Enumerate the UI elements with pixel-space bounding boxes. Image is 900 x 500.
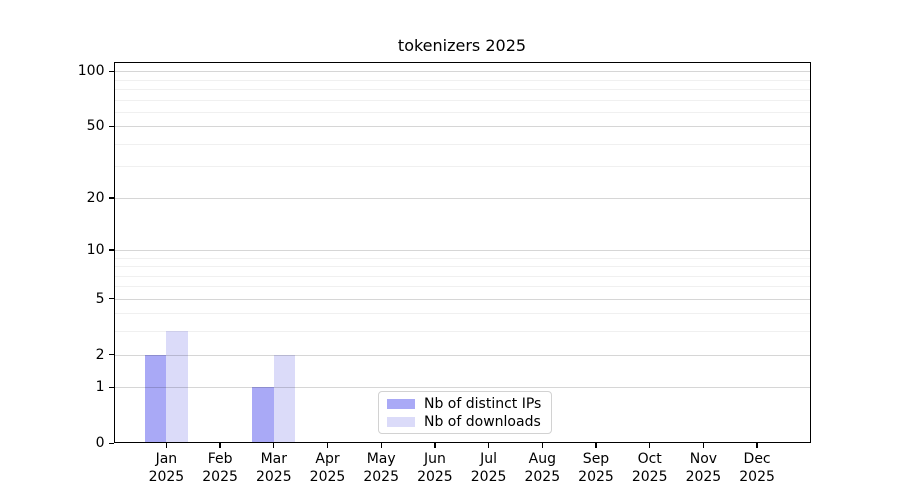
bar-downloads-mar xyxy=(273,354,296,443)
y-tick-mark-0 xyxy=(108,442,114,444)
bar-downloads-jan xyxy=(166,331,188,443)
x-tick-mark-jan xyxy=(165,443,168,448)
bar-distinct-ips-jan xyxy=(144,354,167,443)
x-tick-mark-nov xyxy=(702,443,705,448)
legend-item: Nb of distinct IPs xyxy=(387,396,541,412)
x-tick-label-jul: Jul 2025 xyxy=(470,451,507,485)
gridline-minor-y8 xyxy=(113,266,811,267)
x-tick-label-jun: Jun 2025 xyxy=(417,451,453,485)
gridline-minor-y60 xyxy=(113,111,811,113)
x-tick-label-oct: Oct 2025 xyxy=(631,451,668,485)
gridline-major-y1 xyxy=(113,387,811,389)
x-tick-mark-dec xyxy=(756,443,758,448)
gridline-minor-y7 xyxy=(113,275,811,277)
y-tick-label-5: 5 xyxy=(95,290,105,307)
gridline-major-y50 xyxy=(113,126,811,128)
gridline-minor-y6 xyxy=(113,286,811,288)
gridline-minor-y3 xyxy=(113,331,811,333)
x-tick-label-mar: Mar 2025 xyxy=(255,451,292,485)
y-tick-label-50: 50 xyxy=(86,118,105,135)
x-tick-mark-aug xyxy=(541,443,543,448)
gridline-minor-y90 xyxy=(113,79,811,81)
gridline-major-y100 xyxy=(113,71,811,73)
legend-swatch-distinct-ips xyxy=(387,398,415,409)
gridline-major-y10 xyxy=(113,249,811,251)
x-tick-mark-may xyxy=(380,443,382,448)
gridline-minor-y4 xyxy=(113,313,811,315)
x-tick-mark-jun xyxy=(434,443,436,448)
x-tick-label-feb: Feb 2025 xyxy=(202,451,238,485)
x-tick-mark-apr xyxy=(326,443,329,448)
plot-frame xyxy=(113,61,811,443)
gridline-major-y20 xyxy=(113,197,811,199)
x-tick-label-may: May 2025 xyxy=(363,451,400,485)
y-tick-label-100: 100 xyxy=(77,63,105,80)
x-tick-label-dec: Dec 2025 xyxy=(739,451,775,485)
x-tick-label-jan: Jan 2025 xyxy=(148,451,185,485)
y-tick-label-1: 1 xyxy=(95,379,105,396)
y-tick-mark-10 xyxy=(108,249,114,251)
gridline-minor-y40 xyxy=(113,143,811,145)
y-tick-label-2: 2 xyxy=(95,346,105,363)
gridline-minor-y30 xyxy=(113,166,811,168)
y-tick-mark-1 xyxy=(108,386,114,388)
legend-swatch-downloads xyxy=(387,416,415,427)
y-tick-mark-2 xyxy=(108,354,114,356)
y-tick-label-20: 20 xyxy=(86,189,105,206)
gridline-major-y5 xyxy=(113,298,811,300)
bar-distinct-ips-mar xyxy=(252,387,274,443)
x-tick-mark-feb xyxy=(219,443,221,448)
gridline-minor-y80 xyxy=(113,89,811,91)
x-tick-mark-sep xyxy=(595,443,597,448)
x-tick-label-aug: Aug 2025 xyxy=(524,451,561,485)
gridline-major-y2 xyxy=(113,354,811,356)
legend: Nb of distinct IPs Nb of downloads xyxy=(378,391,553,434)
y-tick-mark-20 xyxy=(108,197,114,199)
legend-item: Nb of downloads xyxy=(387,414,541,430)
y-tick-mark-50 xyxy=(108,125,114,128)
x-tick-label-nov: Nov 2025 xyxy=(685,451,722,485)
gridline-minor-y9 xyxy=(113,257,811,259)
x-tick-label-sep: Sep 2025 xyxy=(578,451,614,485)
gridline-minor-y70 xyxy=(113,99,811,101)
chart-title: tokenizers 2025 xyxy=(397,36,527,55)
y-tick-mark-5 xyxy=(108,298,114,300)
legend-label: Nb of downloads xyxy=(424,413,541,430)
y-tick-label-0: 0 xyxy=(95,435,105,451)
y-tick-label-10: 10 xyxy=(86,241,105,258)
y-tick-mark-100 xyxy=(108,70,114,73)
x-tick-label-apr: Apr 2025 xyxy=(309,451,346,485)
x-tick-mark-mar xyxy=(273,443,275,448)
legend-label: Nb of distinct IPs xyxy=(424,395,542,412)
x-tick-mark-oct xyxy=(649,443,651,448)
x-tick-mark-jul xyxy=(487,443,490,448)
